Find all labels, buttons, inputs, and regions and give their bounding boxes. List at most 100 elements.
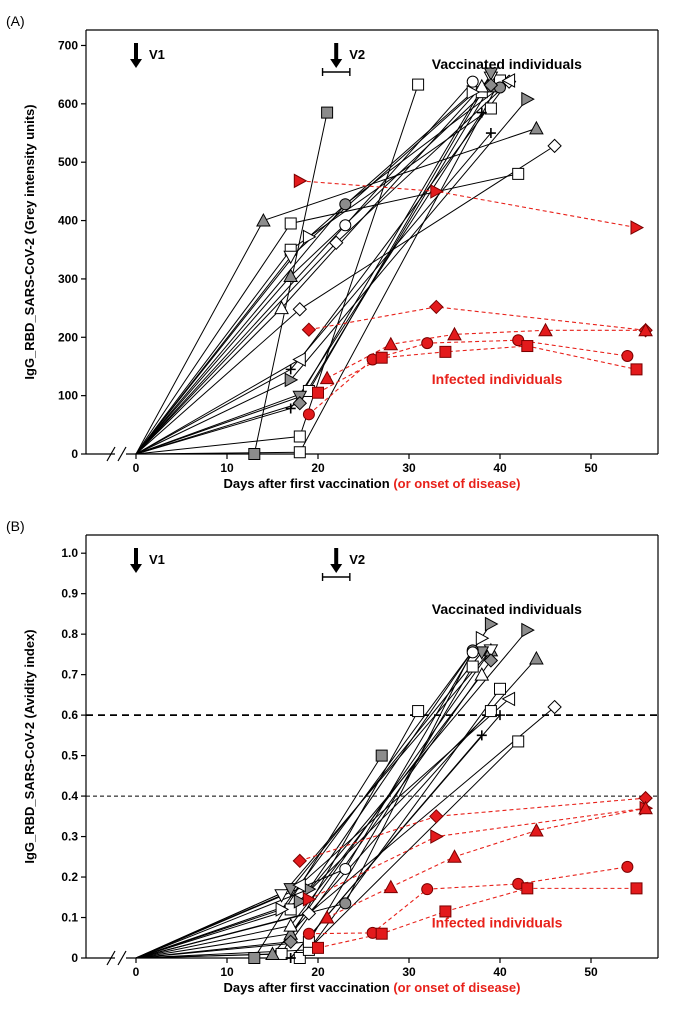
panel-b: (B) 0 0.1 0.2 0.3 0.4 0.5 0.6 0.7 0.8 0.9 1.0 0 10 20 3…: [6, 518, 659, 995]
y-tick-label: 700: [58, 38, 78, 52]
y-axis-label: IgG_RBD_SARS-CoV-2 (Avidity index): [22, 629, 37, 863]
vaccinated-data-point: [476, 730, 487, 741]
vaccinated-data-point: [412, 78, 425, 91]
panel-a: (A) 0 100 200 300 400 500 600 700 0 10 20 30 40 50 IgG_…: [6, 13, 659, 491]
vaccinated-data-point: [339, 862, 352, 875]
x-tick-label: 30: [402, 965, 416, 979]
infected-group-label: Infected individuals: [432, 915, 563, 931]
vaccinated-data-point: [284, 217, 297, 230]
series-layer: [135, 616, 654, 964]
vaccinated-data-point: [466, 646, 479, 659]
axis-break-mark: [117, 446, 127, 462]
infected-data-point: [638, 800, 653, 815]
x-axis-label-main: Days after first vaccination: [224, 476, 390, 491]
vaccinated-data-point: [485, 128, 496, 139]
vaccinated-series-line: [135, 85, 492, 455]
vaccinated-data-point: [512, 167, 525, 180]
vaccinated-data-point: [501, 691, 516, 707]
panel-label: (A): [6, 13, 25, 29]
infected-series-line: [317, 887, 637, 949]
y-tick-label: 1.0: [61, 546, 78, 560]
vaccinated-data-point: [466, 84, 481, 100]
infected-group-label: Infected individuals: [432, 371, 563, 387]
x-tick-label: 50: [584, 965, 598, 979]
vaccinated-series-line: [135, 127, 537, 455]
infected-data-point: [312, 941, 324, 954]
vaccinated-group-label: Vaccinated individuals: [432, 56, 582, 72]
x-axis-label-main: Days after first vaccination: [224, 980, 390, 995]
vaccinated-data-point: [529, 650, 544, 665]
infected-data-point: [429, 299, 444, 315]
infected-data-point: [312, 386, 324, 399]
x-tick-label: 20: [311, 461, 325, 475]
infected-series-line: [308, 807, 646, 900]
infected-data-point: [538, 322, 553, 337]
x-axis-label: Days after first vaccination (or onset o…: [224, 980, 521, 995]
infected-data-point: [319, 370, 335, 385]
y-tick-label: 0.4: [61, 789, 78, 803]
axis-break-mark: [106, 446, 116, 462]
infected-data-point: [421, 883, 434, 896]
vaccinated-data-point: [328, 235, 344, 250]
vaccinated-data-point: [466, 660, 479, 673]
infected-data-point: [319, 909, 335, 924]
y-tick-label: 0.5: [61, 749, 78, 763]
x-tick-label: 0: [133, 965, 140, 979]
vaccinated-series-line: [135, 108, 492, 455]
infected-data-point: [630, 363, 643, 376]
vaccinated-data-point: [285, 364, 296, 375]
vaccinated-data-point: [521, 91, 535, 107]
vaccinated-data-point: [293, 893, 308, 909]
vaccinated-data-point: [547, 138, 562, 154]
infected-data-point: [621, 349, 634, 362]
infected-data-point: [430, 829, 444, 844]
infected-series-line: [326, 807, 646, 919]
infected-data-point: [292, 853, 308, 869]
infected-data-point: [302, 927, 315, 940]
x-tick-label: 20: [311, 965, 325, 979]
vaccinated-data-point: [285, 403, 296, 414]
vaccinated-data-point: [248, 448, 261, 460]
vaccinated-data-point: [483, 77, 499, 93]
x-axis-label: Days after first vaccination (or onset o…: [224, 476, 521, 491]
vaccinated-data-point: [293, 430, 306, 443]
infected-series-line: [308, 306, 646, 331]
vaccinated-data-point: [284, 372, 299, 388]
x-axis-label-suffix: (or onset of disease): [393, 980, 520, 995]
vaccinated-data-point: [484, 616, 499, 632]
vaccinated-data-point: [475, 630, 490, 646]
vaccinated-group-label: Vaccinated individuals: [432, 601, 582, 617]
y-tick-label: 400: [58, 214, 78, 228]
vaccinated-data-point: [466, 75, 479, 88]
infected-data-point: [447, 326, 462, 341]
vaccinated-data-point: [302, 229, 317, 245]
vaccinated-data-point: [274, 889, 289, 903]
dose-label: V1: [149, 47, 165, 62]
vaccinated-series-line: [135, 98, 528, 455]
infected-data-point: [302, 891, 317, 907]
dose-label: V1: [149, 552, 165, 567]
y-tick-label: 600: [58, 97, 78, 111]
infected-data-point: [521, 340, 534, 353]
vaccinated-data-point: [292, 396, 308, 411]
vaccinated-data-point: [293, 446, 306, 459]
infected-data-point: [293, 173, 308, 189]
y-tick-label: 200: [58, 330, 78, 344]
vaccinated-data-point: [321, 106, 334, 119]
vaccinated-data-point: [274, 300, 289, 315]
dose-arrow-head: [330, 564, 343, 573]
y-tick-label: 500: [58, 155, 78, 169]
x-tick-label: 50: [584, 461, 598, 475]
dose-arrow-head: [330, 59, 343, 68]
vaccinated-data-point: [375, 749, 388, 762]
infected-data-point: [630, 882, 643, 895]
y-tick-label: 0.9: [61, 587, 78, 601]
vaccinated-data-point: [474, 667, 490, 681]
infected-data-point: [447, 849, 462, 863]
vaccinated-data-point: [484, 102, 497, 115]
infected-data-point: [383, 879, 399, 894]
infected-data-point: [302, 408, 315, 421]
vaccinated-data-point: [483, 67, 499, 82]
y-axis-label: IgG_RBD_SARS-CoV-2 (Grey intensity units…: [22, 104, 37, 379]
infected-data-point: [421, 337, 434, 350]
